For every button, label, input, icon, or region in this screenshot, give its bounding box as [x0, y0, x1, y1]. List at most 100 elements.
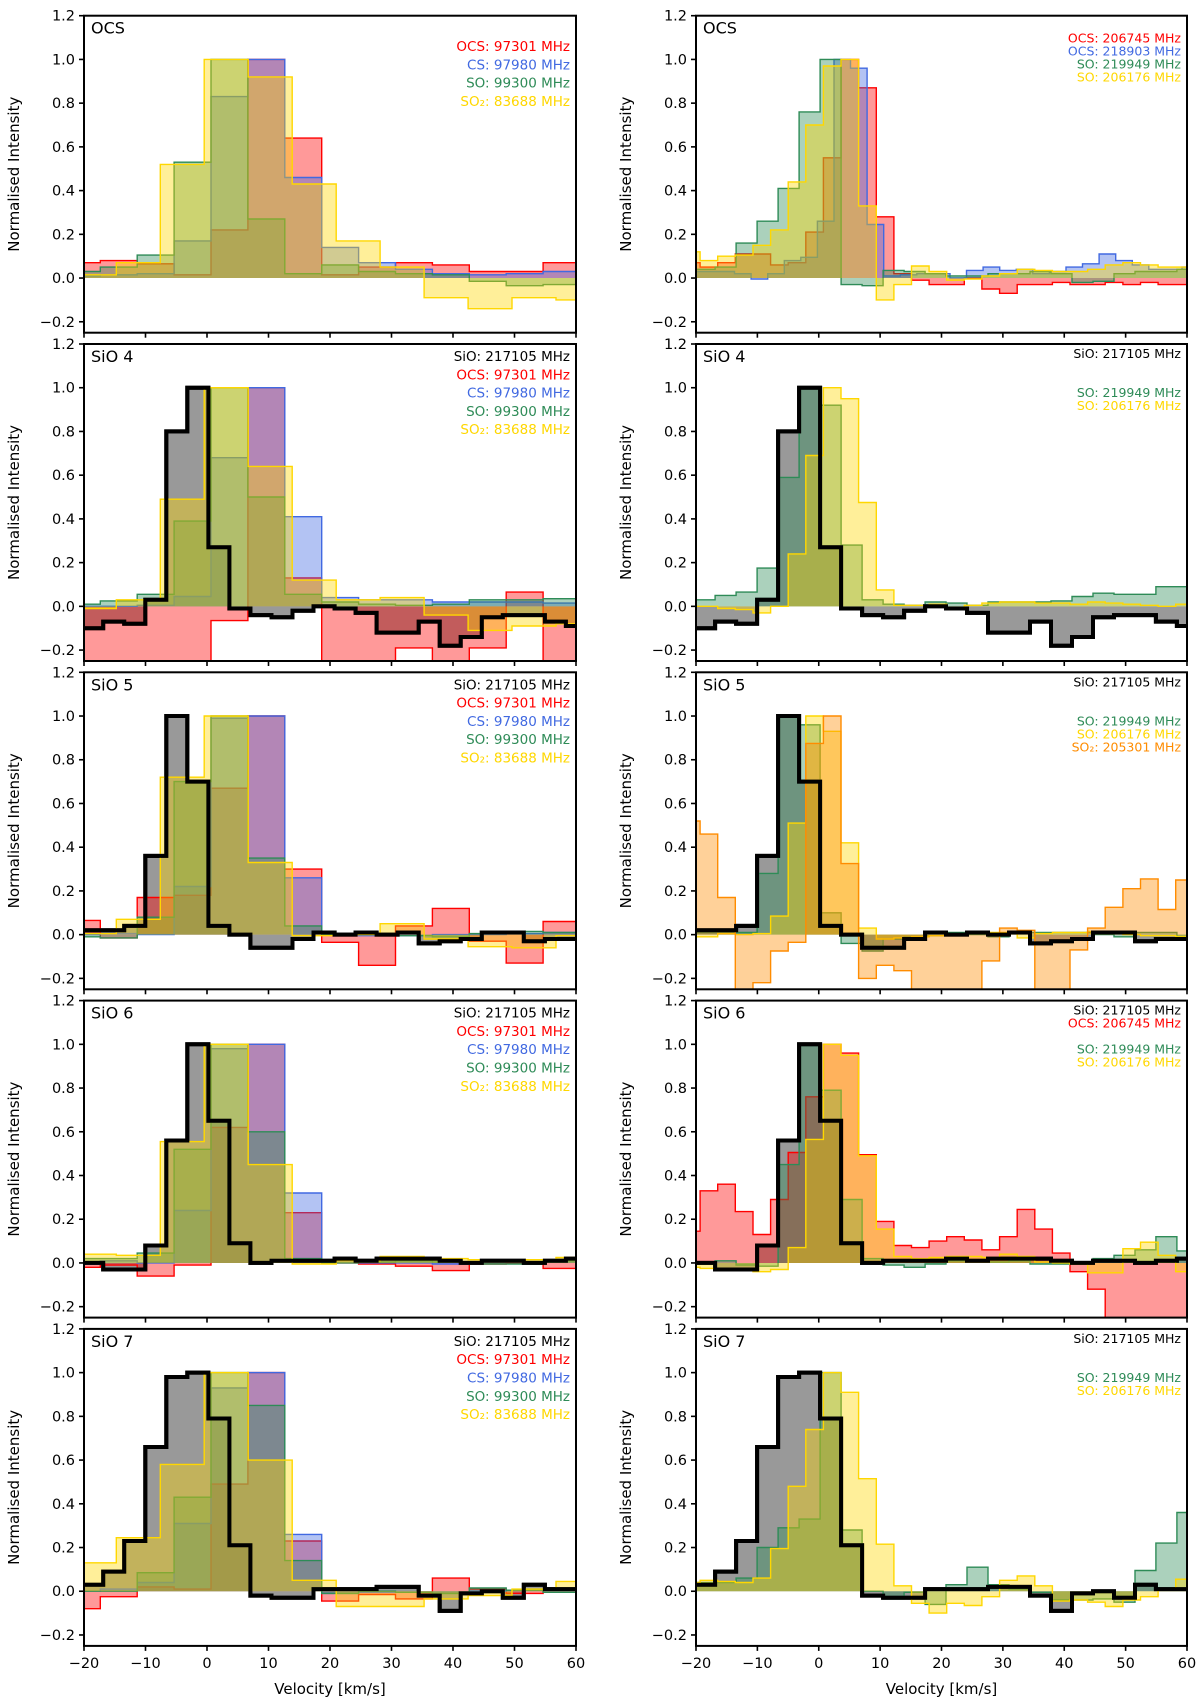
x-tick-label: 10	[871, 1656, 889, 1672]
legend-entry: SO₂: 83688 MHz	[460, 94, 570, 110]
x-tick-label: 10	[259, 1656, 277, 1672]
legend-entry: SO: 99300 MHz	[466, 1061, 570, 1077]
y-tick-label: 0.0	[52, 1256, 75, 1272]
series-line	[84, 387, 576, 607]
plot-area	[696, 714, 1187, 990]
series-fill	[84, 1044, 576, 1264]
legend-entry: SO: 206176 MHz	[1077, 1055, 1182, 1070]
panel-title: SiO 4	[91, 347, 133, 366]
x-tick-label: 0	[202, 1656, 211, 1672]
y-tick-label: 0.6	[664, 140, 687, 156]
y-tick-label: 0.6	[664, 1453, 687, 1469]
plot-area	[696, 1042, 1187, 1318]
series-fill	[696, 59, 1187, 300]
x-tick-label: −20	[681, 1656, 712, 1672]
series-fill	[84, 1372, 576, 1594]
y-tick-label: 1.0	[664, 1037, 687, 1053]
panel-right-3: −0.2 0.0 0.2 0.4 0.6 0.8 1.0 1.2 Normalised Inte…	[617, 994, 1188, 1323]
y-tick-label: 0.8	[52, 753, 75, 769]
y-tick-label: 0.4	[664, 512, 687, 528]
series-line	[84, 58, 576, 310]
plot-area	[84, 1042, 576, 1277]
y-tick-label: 0.4	[664, 184, 687, 200]
y-tick-label: 1.2	[664, 994, 687, 1010]
legend-entry: OCS: 97301 MHz	[456, 1024, 570, 1040]
plot-area	[696, 385, 1187, 648]
y-axis-label: Normalised Intensity	[617, 1081, 635, 1236]
y-tick-label: 0.0	[664, 271, 687, 287]
y-tick-label: 0.0	[52, 599, 75, 615]
y-tick-label: 0.0	[52, 271, 75, 287]
y-axis-label: Normalised Intensity	[5, 1081, 23, 1236]
series-fill	[696, 1372, 1187, 1614]
series-line-sio-top	[696, 1370, 1187, 1613]
panel-left-2: −0.2 0.0 0.2 0.4 0.6 0.8 1.0 1.2 Normalised Inte…	[5, 665, 577, 995]
y-tick-label: 1.0	[52, 381, 75, 397]
x-axis-label: Velocity [km/s]	[886, 1680, 997, 1698]
y-tick-label: −0.2	[40, 971, 75, 987]
panel-title: SiO 7	[703, 1332, 745, 1351]
series-line-sio-top	[84, 1042, 576, 1272]
series-line	[696, 715, 1187, 990]
y-tick-label: 0.2	[52, 1541, 75, 1557]
y-axis-label: Normalised Intensity	[5, 1410, 23, 1565]
y-tick-label: 0.8	[52, 96, 75, 112]
y-axis-label: Normalised Intensity	[5, 753, 23, 908]
series-line	[210, 387, 544, 661]
legend-entry: SiO: 217105 MHz	[1073, 1003, 1181, 1018]
y-axis-label: Normalised Intensity	[5, 425, 23, 580]
y-tick-label: −0.2	[652, 971, 687, 987]
panel-title: SiO 6	[91, 1004, 133, 1023]
legend-entry: SO₂: 83688 MHz	[460, 751, 570, 767]
legend-entry: SiO: 217105 MHz	[1073, 674, 1181, 689]
y-tick-label: 0.6	[52, 140, 75, 156]
series-line	[84, 58, 576, 277]
y-tick-label: −0.2	[40, 1628, 75, 1644]
series-fill	[84, 387, 576, 661]
y-tick-label: 0.4	[52, 184, 75, 200]
y-tick-label: 0.4	[664, 840, 687, 856]
series-line	[696, 1371, 1187, 1614]
y-tick-label: 1.0	[664, 1366, 687, 1382]
series-line	[696, 387, 1187, 614]
y-axis-label: Normalised Intensity	[617, 425, 635, 580]
y-tick-label: 0.8	[52, 424, 75, 440]
legend-entry: SO: 219949 MHz	[1077, 713, 1182, 728]
y-tick-label: 0.8	[52, 1081, 75, 1097]
x-tick-label: 30	[994, 1656, 1012, 1672]
y-tick-label: −0.2	[652, 643, 687, 659]
y-tick-label: 0.2	[664, 884, 687, 900]
y-tick-label: 0.0	[664, 1256, 687, 1272]
legend-entry: OCS: 206745 MHz	[1068, 1016, 1182, 1031]
panel-title: SiO 5	[703, 675, 745, 694]
y-tick-label: 1.2	[664, 665, 687, 681]
legend-entry: SO: 206176 MHz	[1077, 398, 1182, 413]
series-line	[696, 58, 1187, 301]
panel-title: OCS	[91, 19, 125, 38]
series-fill	[696, 1372, 1187, 1611]
legend-entry: SO₂: 205301 MHz	[1072, 739, 1182, 754]
y-tick-label: 0.2	[664, 1212, 687, 1228]
legend-entry: OCS: 206745 MHz	[1068, 31, 1182, 46]
series-line-sio-top	[84, 714, 576, 950]
y-tick-label: −0.2	[652, 1628, 687, 1644]
y-tick-label: 1.0	[664, 52, 687, 68]
legend-entry: CS: 97980 MHz	[467, 1371, 570, 1387]
y-tick-label: −0.2	[652, 1300, 687, 1316]
y-tick-label: 0.6	[52, 796, 75, 812]
y-tick-label: 1.2	[52, 665, 75, 681]
legend-entry: SO: 99300 MHz	[466, 76, 570, 92]
y-tick-label: 1.0	[52, 1037, 75, 1053]
y-axis-label: Normalised Intensity	[617, 1410, 635, 1565]
panel-left-4: −0.2 0.0 0.2 0.4 0.6 0.8 1.0 1.2 −20 −10 0 10 20 30 40…	[5, 1322, 585, 1698]
y-tick-label: 0.8	[52, 1409, 75, 1425]
plot-area	[696, 58, 1187, 301]
plot-area	[84, 1370, 576, 1613]
y-tick-label: 1.2	[664, 337, 687, 353]
legend-entry: SO: 219949 MHz	[1077, 1370, 1182, 1385]
series-line	[84, 387, 576, 632]
y-tick-label: 0.2	[52, 556, 75, 572]
y-tick-label: 0.4	[664, 1497, 687, 1513]
y-tick-label: 1.2	[52, 9, 75, 25]
